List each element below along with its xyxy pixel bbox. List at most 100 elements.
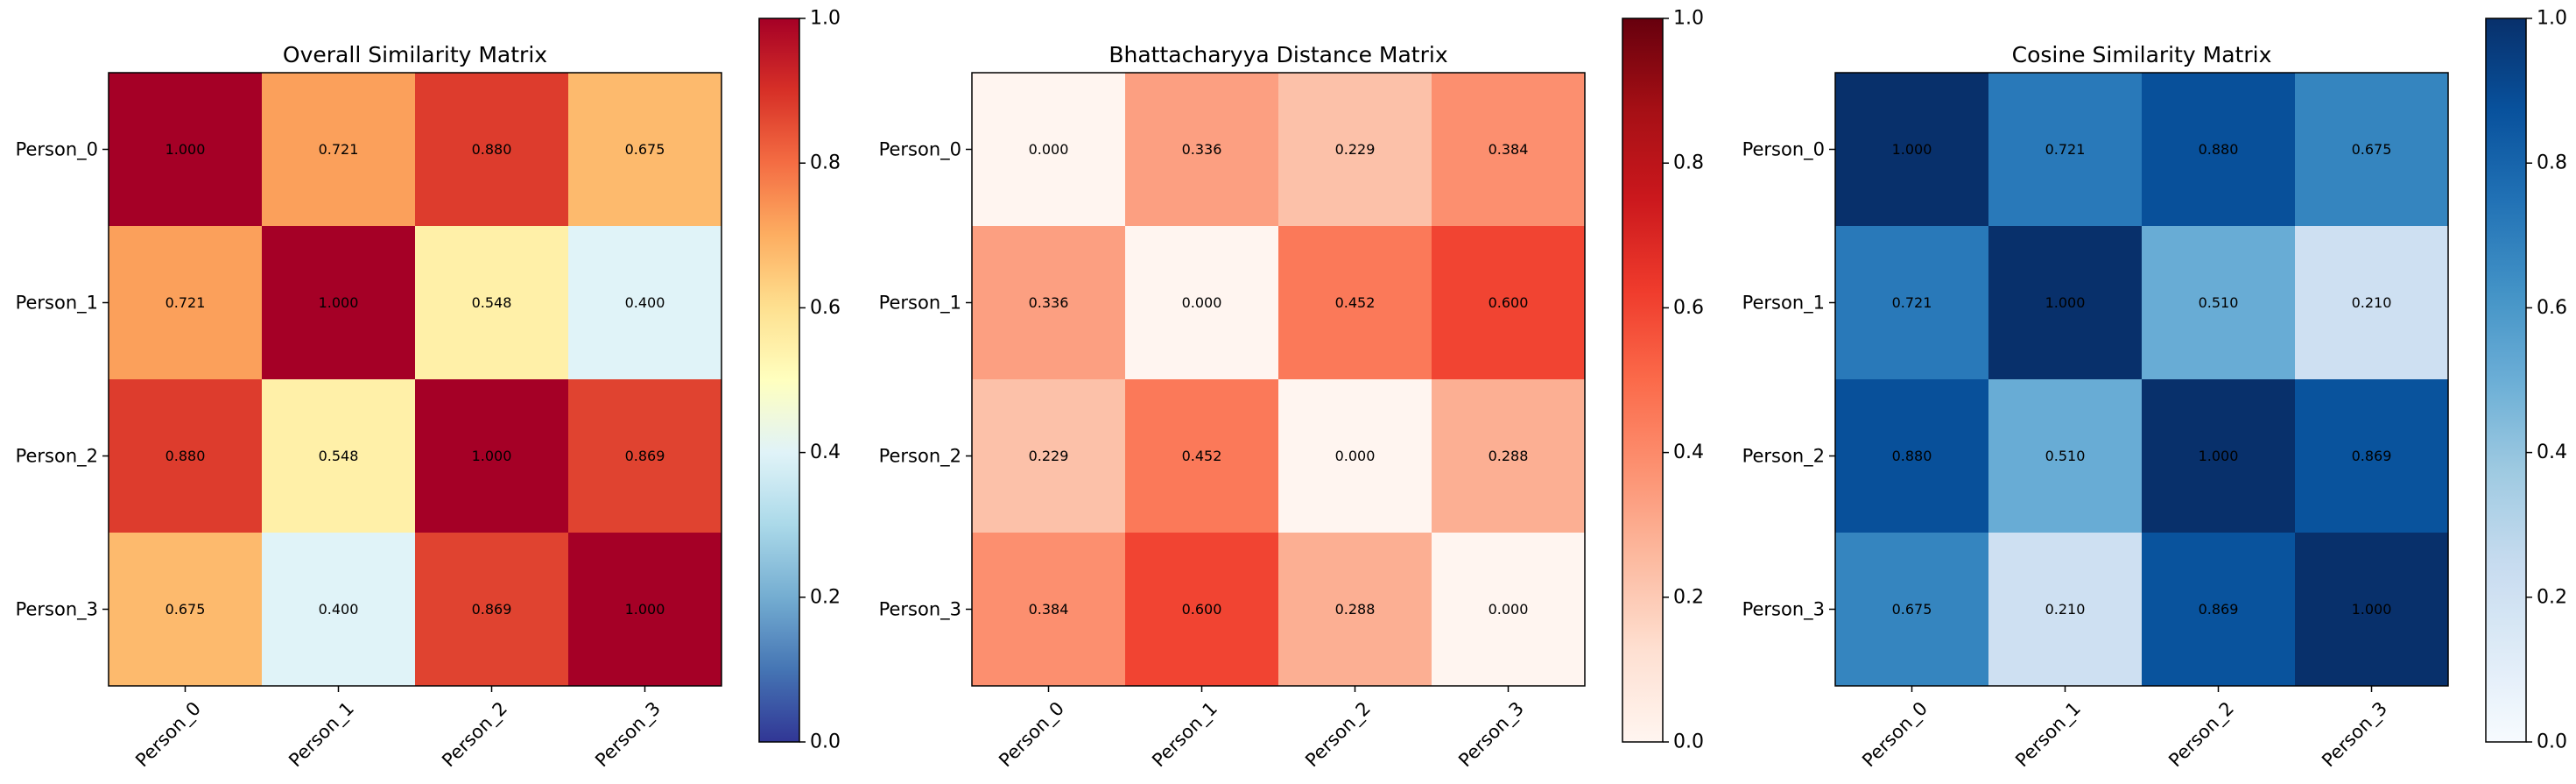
heatmap-cell: [1278, 226, 1432, 380]
heatmap-cell: [568, 226, 722, 380]
heatmap-cell: [1432, 73, 1586, 227]
colorbar-tick-label: 0.8: [810, 152, 841, 174]
colorbar-tick-label: 1.0: [2537, 8, 2567, 30]
colorbar-tick-label: 0.8: [1673, 152, 1704, 174]
heatmap-cell: [109, 379, 263, 533]
cell-value-label: 0.000: [1489, 601, 1529, 618]
heatmap-panel-0: Overall Similarity Matrix 1.000 0.721 0.880…: [16, 8, 841, 772]
cell-value-label: 1.000: [472, 448, 512, 464]
x-tick-label: Person_2: [1301, 698, 1375, 772]
x-tick-label: Person_3: [1454, 698, 1528, 772]
cell-value-label: 0.510: [2045, 448, 2086, 464]
x-tick-label: Person_3: [2318, 698, 2391, 772]
heatmap-cell: [1125, 73, 1279, 227]
heatmap-cell: [1835, 379, 1989, 533]
colorbar-tick-label: 1.0: [810, 8, 841, 30]
heatmap-cell: [2295, 533, 2449, 687]
heatmap-cell: [1278, 73, 1432, 227]
colorbar: [759, 18, 799, 742]
colorbar-frame: [1622, 18, 1664, 743]
heatmap-cell: [262, 379, 416, 533]
x-tick-label: Person_1: [285, 698, 358, 772]
x-tick-label: Person_0: [131, 698, 205, 772]
heatmap-cell: [2295, 379, 2449, 533]
cell-value-label: 0.675: [2352, 141, 2392, 158]
heatmap-cell: [1988, 73, 2143, 227]
heatmap-cell: [262, 533, 416, 687]
y-tick-label: Person_2: [16, 446, 98, 468]
cell-value-label: 0.229: [1335, 141, 1376, 158]
x-tick-label: Person_2: [2164, 698, 2238, 772]
heatmap-cell: [1835, 73, 1989, 227]
heatmap-cell: [1835, 226, 1989, 380]
colorbar-tick-label: 0.2: [810, 586, 841, 608]
cell-value-label: 0.210: [2045, 601, 2086, 618]
heatmap-cell: [2295, 73, 2449, 227]
heatmap-cell: [1988, 533, 2143, 687]
cell-value-label: 0.869: [472, 601, 512, 618]
cell-value-label: 0.548: [319, 448, 359, 464]
cell-value-label: 0.229: [1029, 448, 1069, 464]
heatmap-panel-1: Bhattacharyya Distance Matrix 0.000 0.336 0…: [879, 8, 1704, 772]
heatmap-cell: [262, 226, 416, 380]
cell-value-label: 1.000: [625, 601, 665, 618]
colorbar-tick-label: 0.0: [2537, 731, 2567, 753]
heatmap-cell: [415, 533, 569, 687]
heatmap-cell: [1988, 379, 2143, 533]
heatmap-cell: [972, 379, 1126, 533]
cell-value-label: 0.452: [1182, 448, 1222, 464]
heatmap-cell: [568, 379, 722, 533]
colorbar-tick-label: 0.0: [810, 731, 841, 753]
cell-value-label: 0.288: [1489, 448, 1529, 464]
cell-value-label: 0.721: [2045, 141, 2086, 158]
y-tick-label: Person_3: [1742, 599, 1825, 621]
x-tick-label: Person_1: [2011, 698, 2085, 772]
y-tick-label: Person_0: [1742, 139, 1825, 161]
axes-frame: [1834, 72, 2449, 687]
cell-value-label: 0.000: [1335, 448, 1376, 464]
cell-value-label: 1.000: [1892, 141, 1932, 158]
cell-value-label: 0.288: [1335, 601, 1376, 618]
cell-value-label: 1.000: [2045, 294, 2086, 311]
heatmap-cell: [1432, 379, 1586, 533]
cell-value-label: 1.000: [165, 141, 206, 158]
cell-value-label: 0.400: [625, 294, 665, 311]
colorbar-tick-label: 0.2: [2537, 586, 2567, 608]
colorbar-tick-label: 0.2: [1673, 586, 1704, 608]
y-tick-label: Person_0: [879, 139, 961, 161]
cell-value-label: 0.675: [165, 601, 206, 618]
cell-value-label: 0.000: [1029, 141, 1069, 158]
heatmap-cell: [1278, 379, 1432, 533]
y-tick-label: Person_3: [879, 599, 961, 621]
cell-value-label: 0.880: [1892, 448, 1932, 464]
colorbar-tick-label: 0.6: [810, 297, 841, 319]
cell-value-label: 0.721: [319, 141, 359, 158]
heatmap-cell: [972, 533, 1126, 687]
cell-value-label: 0.880: [165, 448, 206, 464]
axes-frame: [971, 72, 1586, 687]
heatmap-cell: [415, 379, 569, 533]
colorbar: [1622, 18, 1663, 742]
heatmap-cell: [2142, 226, 2296, 380]
colorbar-tick-label: 0.0: [1673, 731, 1704, 753]
heatmap-cell: [109, 73, 263, 227]
y-tick-label: Person_2: [1742, 446, 1825, 468]
heatmap-cell: [568, 533, 722, 687]
heatmap-cell: [972, 226, 1126, 380]
colorbar-tick-label: 0.4: [2537, 441, 2567, 463]
cell-value-label: 0.600: [1182, 601, 1222, 618]
heatmap-cell: [1278, 533, 1432, 687]
heatmap-cell: [415, 226, 569, 380]
heatmap-cell: [1125, 533, 1279, 687]
heatmap-panel-2: Cosine Similarity Matrix 1.000 0.721 0.880 0…: [1742, 8, 2567, 772]
chart-title: Overall Similarity Matrix: [283, 42, 547, 67]
y-tick-label: Person_1: [1742, 293, 1825, 314]
cell-value-label: 1.000: [319, 294, 359, 311]
y-tick-label: Person_0: [16, 139, 98, 161]
cell-value-label: 0.880: [472, 141, 512, 158]
cell-value-label: 0.400: [319, 601, 359, 618]
y-tick-label: Person_2: [879, 446, 961, 468]
colorbar-tick-label: 0.8: [2537, 152, 2567, 174]
cell-value-label: 0.869: [625, 448, 665, 464]
